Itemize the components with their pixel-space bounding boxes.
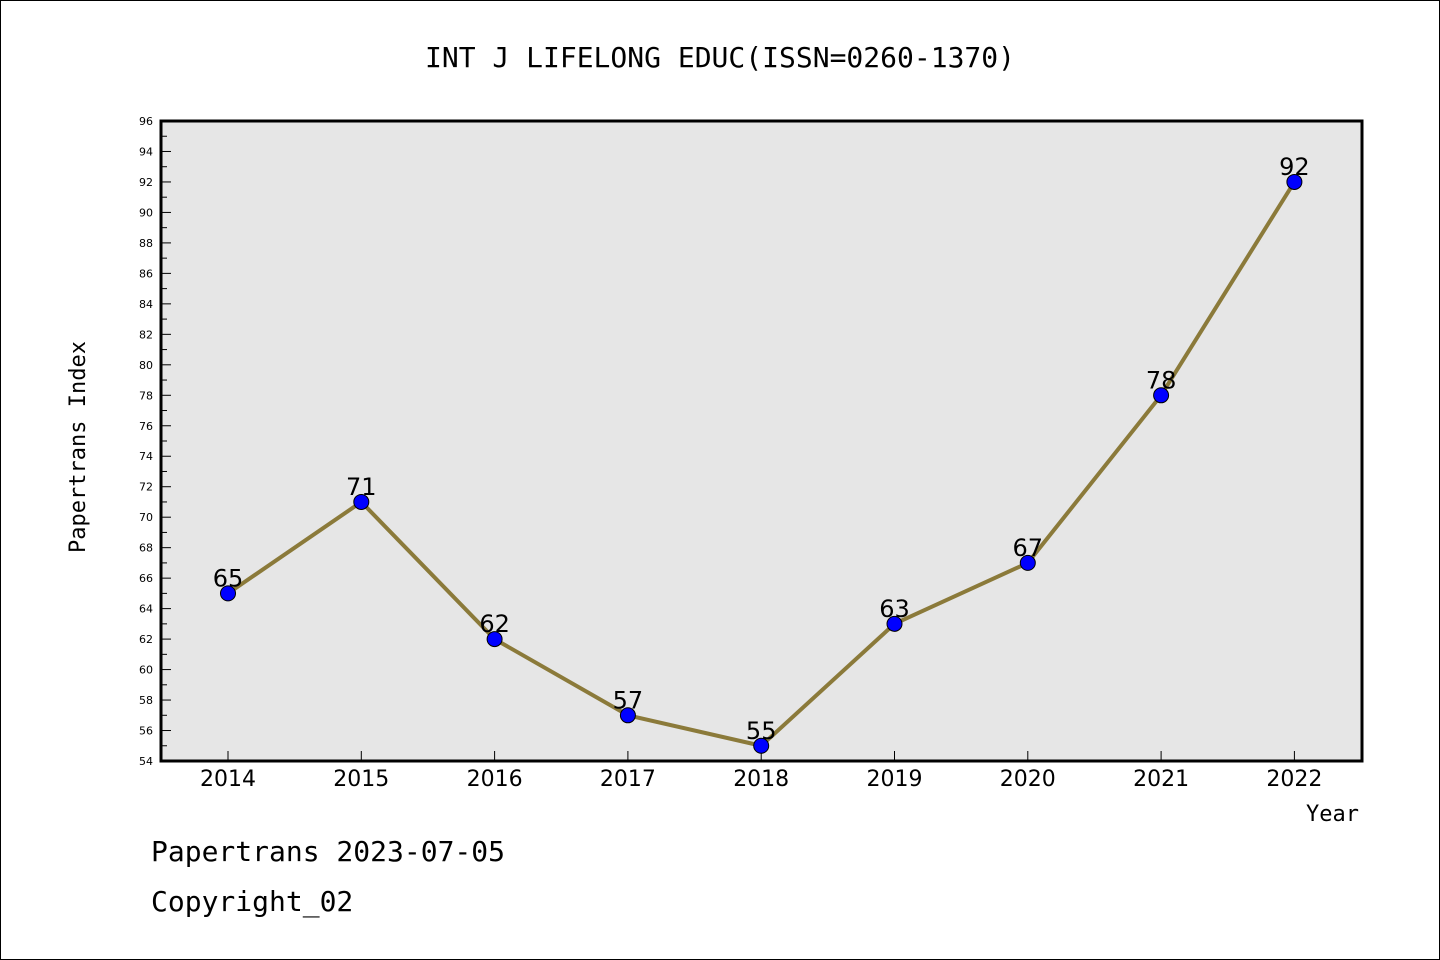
data-label: 55 (746, 717, 777, 745)
y-tick-label: 76 (139, 420, 153, 433)
data-label: 62 (479, 610, 510, 638)
x-tick-label: 2016 (467, 767, 523, 792)
data-point (1153, 387, 1170, 404)
data-label: 78 (1146, 366, 1177, 394)
y-tick-label: 74 (139, 450, 153, 463)
data-point (486, 631, 503, 648)
y-tick-label: 78 (139, 389, 153, 402)
data-labels: 65 71 62 57 55 63 67 78 92 (213, 153, 1310, 745)
footer-date: Papertrans 2023-07-05 (151, 835, 506, 868)
data-point (220, 585, 236, 602)
y-tick-label: 82 (139, 328, 153, 341)
y-tick-label: 92 (139, 176, 153, 189)
y-axis-label: Papertrans Index (66, 341, 91, 553)
y-tick-label: 90 (139, 206, 153, 219)
x-tick-label: 2015 (333, 767, 389, 792)
footer-copyright: Copyright_02 (151, 885, 354, 918)
data-label: 71 (346, 473, 377, 501)
y-tick-label: 84 (139, 298, 153, 311)
y-tick-label: 68 (139, 542, 153, 555)
x-tick-label: 2022 (1266, 767, 1322, 792)
data-label: 57 (613, 686, 644, 714)
y-tick-label: 80 (139, 359, 153, 372)
x-tick-label: 2019 (867, 767, 923, 792)
data-label: 63 (879, 595, 910, 623)
data-point (753, 737, 770, 754)
plot-area (161, 121, 1362, 761)
y-tick-label: 60 (139, 664, 153, 677)
data-label: 67 (1013, 534, 1044, 562)
data-label: 92 (1279, 153, 1310, 181)
data-point (1019, 554, 1036, 571)
y-tick-label: 64 (139, 603, 153, 616)
x-tick-label: 2017 (600, 767, 656, 792)
x-tick-label: 2018 (733, 767, 789, 792)
x-tick-label: 2014 (200, 767, 256, 792)
data-point (619, 707, 636, 724)
data-point (886, 615, 903, 632)
x-axis-label: Year (1306, 802, 1359, 827)
data-point (353, 493, 370, 510)
y-tick-label: 62 (139, 633, 153, 646)
y-tick-label: 54 (139, 755, 153, 768)
y-tick-label: 66 (139, 572, 153, 585)
y-tick-label: 96 (139, 115, 153, 128)
y-tick-label: 70 (139, 511, 153, 524)
x-tick-label: 2020 (1000, 767, 1056, 792)
series-layer (220, 173, 1303, 754)
data-label: 65 (213, 564, 244, 592)
chart-title: INT J LIFELONG EDUC(ISSN=0260-1370) (425, 41, 1015, 74)
y-axis: 54 56 58 60 62 64 66 68 70 72 74 76 78 80 82 84 86 88 90 92… (139, 115, 171, 768)
y-tick-label: 88 (139, 237, 153, 250)
data-point (1286, 173, 1303, 190)
plot-border (159, 119, 1364, 763)
y-tick-label: 72 (139, 481, 153, 494)
y-tick-label: 58 (139, 694, 153, 707)
y-tick-label: 94 (139, 145, 153, 158)
x-axis: 2014 2015 2016 2017 2018 2019 2020 2021 2022 (200, 751, 1322, 792)
y-tick-label: 86 (139, 267, 153, 280)
x-tick-label: 2021 (1133, 767, 1189, 792)
y-tick-label: 56 (139, 725, 153, 738)
